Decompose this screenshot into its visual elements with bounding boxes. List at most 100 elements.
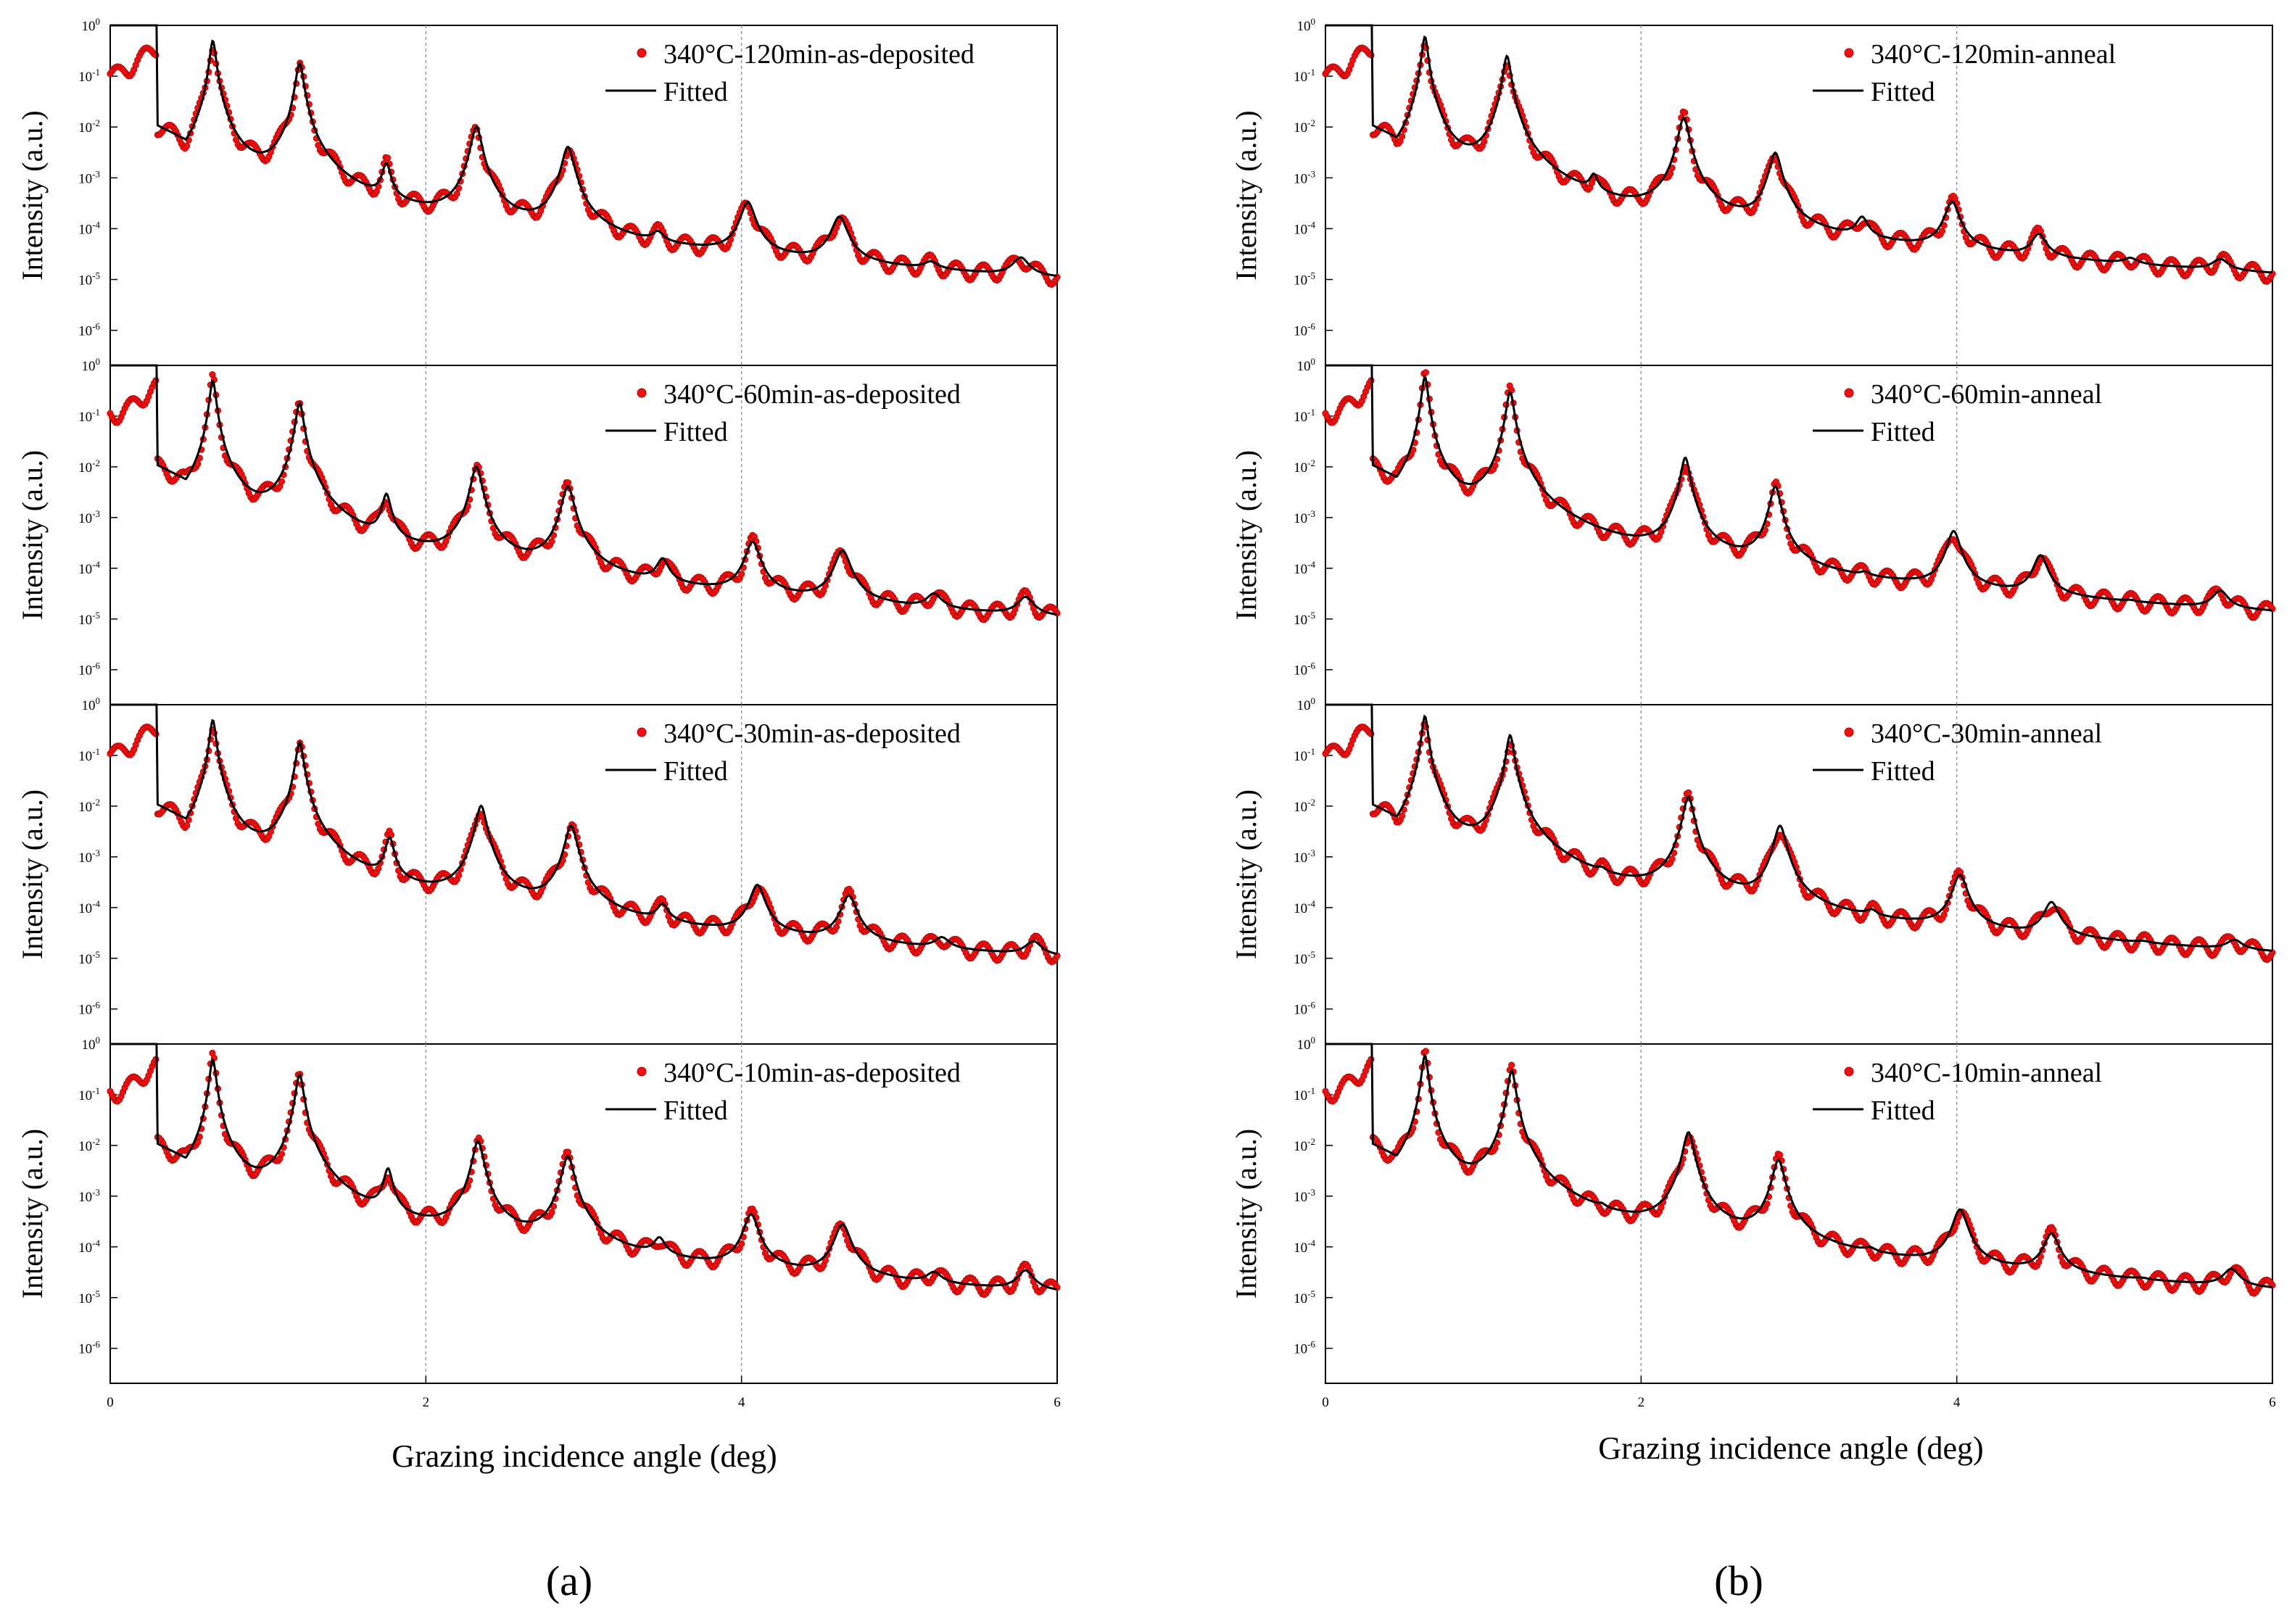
legend-label-data: 340°C-30min-anneal [1871,718,2102,749]
data-point [564,1148,572,1156]
legend: 340°C-60min-as-deposited Fitted [605,379,961,447]
y-tick-label: 10-5 [78,610,100,628]
subplot-2: 100 10-1 10-2 10-3 10-4 10-5 10-6 Intensity (a.… [1230,356,2276,705]
y-tick-label: 10-3 [78,508,100,526]
y-tick-label: 10-2 [1294,457,1315,476]
y-tick-label: 10-6 [1294,1339,1315,1357]
subplot-1: 100 10-1 10-2 10-3 10-4 10-5 10-6 Intensity (a.… [1230,16,2276,366]
legend-label-data: 340°C-120min-anneal [1871,39,2116,70]
y-tick-label: 10-2 [78,457,100,476]
y-tick-label: 10-2 [78,1136,100,1154]
data-point [1422,1048,1430,1055]
x-tick-label: 4 [738,1395,745,1410]
data-point [1938,228,1946,235]
y-tick-label: 100 [1297,16,1316,34]
data-point [1481,138,1488,145]
y-tick-label: 10-4 [1294,559,1315,577]
y-tick-label: 10-3 [1294,168,1315,186]
data-point [1508,1061,1515,1069]
legend-marker-data [1844,48,1854,58]
fitted-line [1325,364,2273,612]
y-tick-label: 10-1 [78,746,100,764]
y-axis-title: Intensity (a.u.) [16,450,49,620]
y-tick-label: 10-1 [1294,746,1315,764]
legend-marker-data [637,388,647,398]
fitted-line [1325,1043,2273,1288]
data-point [1940,911,1948,919]
y-tick-label: 10-4 [1294,1238,1315,1256]
x-tick-label: 0 [1322,1395,1329,1410]
plot-frame [109,1043,1058,1384]
data-point [1422,369,1430,376]
legend: 340°C-10min-anneal Fitted [1813,1058,2102,1126]
y-tick-label: 10-2 [1294,1136,1315,1154]
legend: 340°C-30min-as-deposited Fitted [605,718,961,787]
legend-label-fit: Fitted [663,77,728,107]
y-tick-label: 10-6 [78,1339,100,1357]
data-point [1776,1151,1784,1159]
fitted-line [1325,24,2273,274]
data-series [1322,1048,2276,1297]
y-tick-label: 10-3 [1294,848,1315,866]
y-tick-label: 10-6 [1294,660,1315,679]
y-tick-label: 10-5 [78,270,100,289]
legend-marker-data [637,48,647,58]
y-tick-label: 10-3 [1294,1187,1315,1205]
fitted-line [110,24,1058,278]
panel-label-b: (b) [1714,1557,1763,1604]
y-axis-title: Intensity (a.u.) [1230,110,1262,280]
y-tick-label: 10-4 [78,1238,100,1256]
data-point [384,154,392,162]
data-point [1399,133,1406,140]
y-tick-label: 10-2 [78,117,100,136]
legend-marker-data [1844,1066,1854,1077]
data-series [107,370,1061,624]
panel-b: 100 10-1 10-2 10-3 10-4 10-5 10-6 Intensity (a.… [1230,16,2276,1410]
y-tick-label: 10-6 [78,660,100,679]
y-tick-label: 10-3 [78,1187,100,1205]
y-axis-title: Intensity (a.u.) [16,1129,49,1298]
x-tick-label: 2 [423,1395,430,1410]
y-tick-label: 10-1 [78,1085,100,1103]
y-tick-label: 10-2 [78,797,100,815]
y-tick-label: 100 [82,695,101,713]
legend-label-fit: Fitted [663,417,728,447]
y-tick-label: 100 [82,1035,101,1053]
y-tick-label: 10-5 [1294,1288,1315,1306]
legend-label-data: 340°C-10min-anneal [1871,1058,2102,1088]
legend-label-fit: Fitted [663,1095,728,1126]
legend-label-data: 340°C-10min-as-deposited [663,1058,961,1088]
data-point [1681,109,1689,116]
data-point [1492,1145,1499,1152]
legend-label-fit: Fitted [1871,77,1935,107]
data-point [548,1209,555,1216]
y-tick-label: 10-1 [1294,407,1315,425]
y-tick-label: 10-4 [78,219,100,237]
y-tick-label: 10-5 [1294,270,1315,289]
y-tick-label: 10-2 [1294,797,1315,815]
y-axis-title: Intensity (a.u.) [1230,450,1262,620]
plot-frame [1325,365,2273,705]
legend-label-fit: Fitted [1871,417,1935,447]
x-tick-label: 4 [1953,1395,1961,1410]
legend: 340°C-120min-as-deposited Fitted [605,39,975,107]
y-tick-label: 10-3 [1294,508,1315,526]
legend-label-data: 340°C-30min-as-deposited [663,718,961,749]
fitted-line [1325,703,2273,952]
data-point [183,142,191,149]
y-tick-label: 100 [82,356,101,374]
y-tick-label: 10-2 [1294,117,1315,136]
legend: 340°C-10min-as-deposited Fitted [605,1058,961,1126]
y-tick-label: 10-6 [78,321,100,339]
data-point [1399,812,1406,820]
plot-frame [1325,25,2273,366]
legend-marker-data [1844,727,1854,737]
data-series [1322,721,2276,964]
y-tick-label: 10-5 [1294,610,1315,628]
y-tick-label: 10-4 [1294,898,1315,916]
x-tick-label: 0 [107,1395,114,1410]
x-axis-title-a: Grazing incidence angle (deg) [392,1438,777,1474]
legend-label-data: 340°C-60min-anneal [1871,379,2102,410]
legend-marker-data [637,1066,647,1077]
